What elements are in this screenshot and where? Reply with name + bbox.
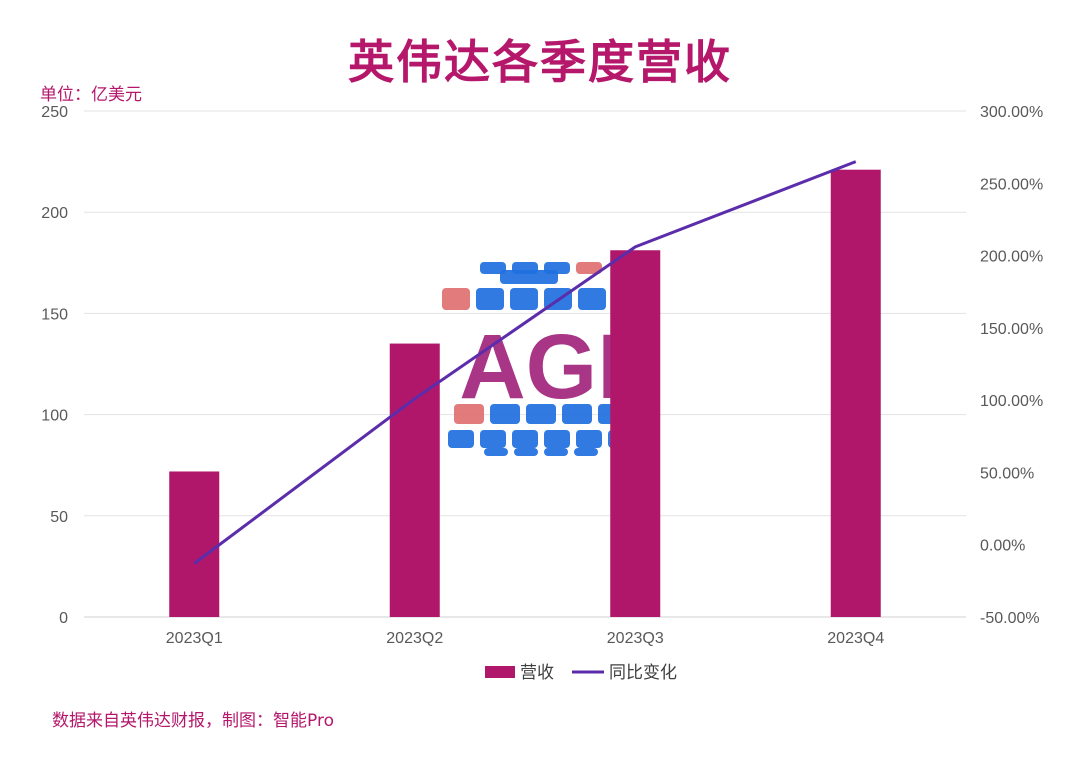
legend: 营收 同比变化 [485, 663, 677, 682]
logo-tile [576, 430, 602, 448]
y-right-tick-label: 250.00% [980, 176, 1043, 193]
yoy-line-path [193, 160, 857, 565]
y-left-tick-label: 200 [41, 205, 68, 222]
y-left-tick-label: 50 [50, 509, 68, 526]
y-right-tick-label: 50.00% [980, 465, 1034, 482]
y-right-tick-label: 150.00% [980, 321, 1043, 338]
revenue-bar [169, 471, 220, 617]
logo-tile [490, 404, 520, 424]
logo-tile [480, 262, 506, 274]
revenue-bar [830, 169, 881, 618]
source-note: 数据来自英伟达财报，制图：智能Pro [52, 711, 334, 731]
logo-tile [544, 430, 570, 448]
x-tick-label: 2023Q1 [166, 630, 223, 647]
logo-tile [480, 430, 506, 448]
logo-tile [454, 404, 484, 424]
x-tick-label: 2023Q2 [386, 630, 443, 647]
logo-tile [512, 430, 538, 448]
y-right-tick-label: 200.00% [980, 249, 1043, 266]
logo-tile [448, 430, 474, 448]
y-right-tick-label: -50.00% [980, 610, 1040, 627]
logo-text: AGI [459, 316, 623, 418]
logo-tile [442, 288, 470, 310]
y-right-tick-label: 100.00% [980, 393, 1043, 410]
agi-watermark-logo: AGI [442, 262, 640, 456]
x-tick-label: 2023Q4 [827, 630, 884, 647]
y-left-tick-label: 150 [41, 306, 68, 323]
logo-tile [574, 448, 598, 456]
logo-tile [510, 288, 538, 310]
logo-tile [562, 404, 592, 424]
y-right-tick-label: 0.00% [980, 538, 1025, 555]
logo-tile [544, 448, 568, 456]
revenue-bar [610, 250, 661, 617]
legend-label-revenue: 营收 [520, 663, 554, 682]
legend-label-yoy: 同比变化 [609, 663, 677, 682]
chart-title: 英伟达各季度营收 [348, 35, 732, 89]
logo-tile [526, 404, 556, 424]
x-tick-label: 2023Q3 [607, 630, 664, 647]
y-left-tick-label: 100 [41, 408, 68, 425]
grid-layer [84, 110, 966, 618]
legend-swatch-revenue [485, 666, 515, 678]
y-left-tick-label: 0 [59, 610, 68, 627]
axis-labels: 0 50 100 150 200 250 -50.00% 0.00% 50.00% 100.00%… [41, 104, 1043, 647]
logo-tile [476, 288, 504, 310]
logo-tile [484, 448, 508, 456]
logo-tile [500, 270, 558, 284]
revenue-bars [169, 169, 881, 618]
unit-label: 单位：亿美元 [40, 85, 142, 105]
y-left-tick-label: 250 [41, 104, 68, 121]
y-right-tick-label: 300.00% [980, 104, 1043, 121]
yoy-line [193, 160, 857, 565]
logo-tile [578, 288, 606, 310]
logo-tile [576, 262, 602, 274]
logo-tile [514, 448, 538, 456]
revenue-bar [389, 343, 440, 617]
